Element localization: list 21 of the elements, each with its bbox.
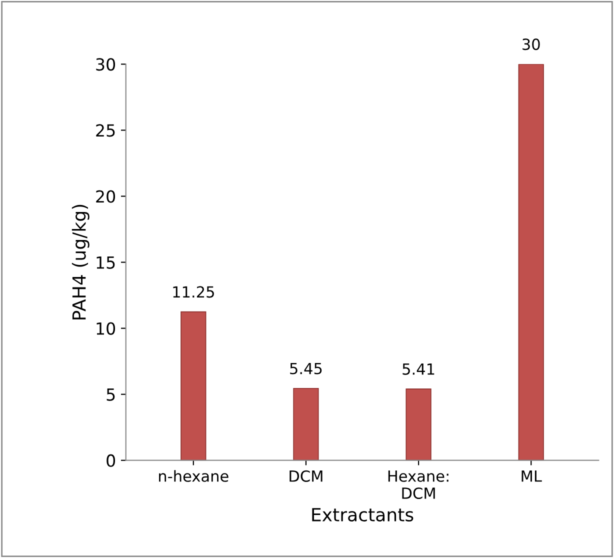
y-tick-label: 25 bbox=[96, 124, 115, 137]
bar bbox=[406, 388, 432, 460]
y-tick-label: 5 bbox=[106, 388, 115, 401]
y-axis-title: PAH4 (ug/kg) bbox=[72, 204, 90, 320]
y-tick-label: 0 bbox=[106, 454, 116, 467]
x-tick-label: Hexane: DCM bbox=[388, 470, 448, 500]
data-label: 5.41 bbox=[402, 363, 434, 375]
x-tick-label: n-hexane bbox=[159, 470, 228, 482]
bar bbox=[518, 64, 544, 460]
data-label: 30 bbox=[522, 38, 540, 50]
y-tick-label: 10 bbox=[96, 322, 116, 335]
x-tick-label: DCM bbox=[290, 470, 322, 482]
y-tick-label: 30 bbox=[96, 58, 116, 71]
y-tick-label: 20 bbox=[96, 190, 116, 203]
data-label: 11.25 bbox=[173, 286, 214, 298]
x-tick-label: ML bbox=[522, 470, 542, 482]
data-label: 5.45 bbox=[290, 362, 322, 374]
bar bbox=[180, 311, 206, 460]
bar bbox=[293, 388, 319, 460]
y-tick-label: 15 bbox=[96, 256, 115, 269]
x-axis-title: Extractants bbox=[312, 508, 414, 522]
